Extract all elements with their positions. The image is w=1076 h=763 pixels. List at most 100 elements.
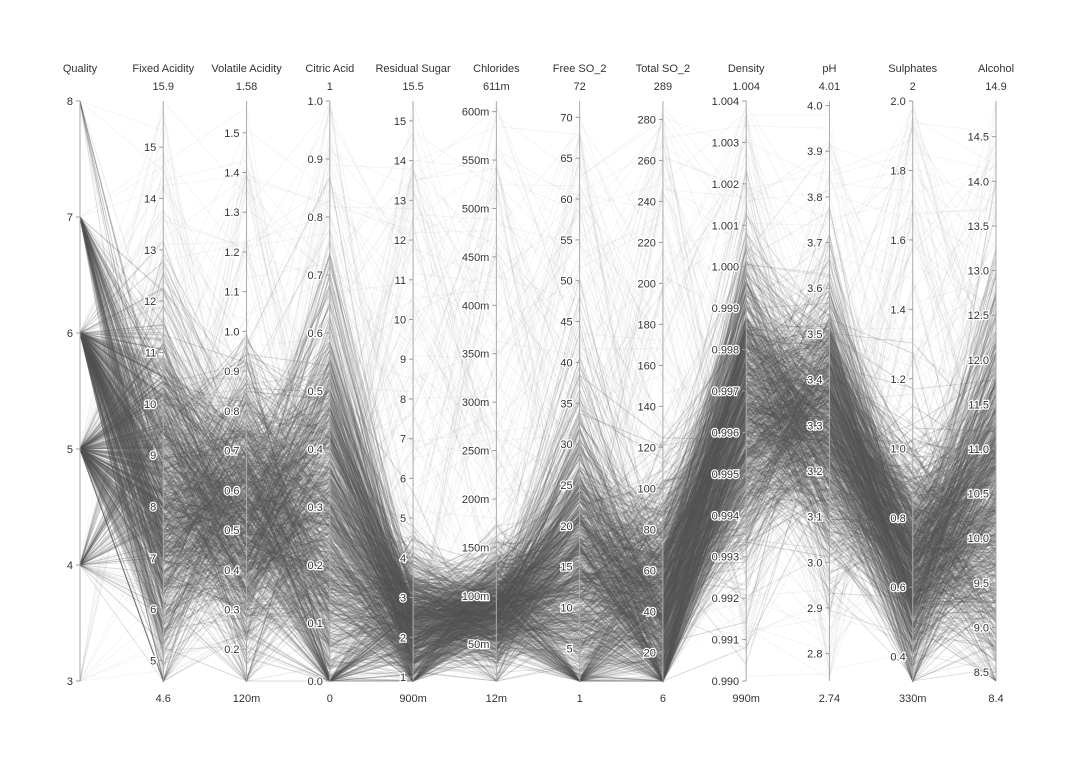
tick-label: 3 — [67, 676, 73, 688]
axis-min-label: 1 — [577, 693, 583, 705]
record-line — [79, 216, 997, 661]
record-line — [79, 239, 997, 634]
record-line — [79, 433, 997, 683]
record-line — [79, 332, 997, 619]
record-line — [79, 436, 997, 602]
tick-label: 0.992 — [712, 593, 740, 605]
record-line — [79, 332, 997, 682]
record-line — [79, 332, 997, 683]
record-line — [79, 332, 997, 651]
record-line — [79, 383, 997, 666]
record-line — [79, 274, 997, 682]
tick-label: 0.8 — [890, 513, 905, 525]
record-line — [79, 309, 997, 637]
tick-label: 50m — [468, 639, 489, 651]
record-line — [79, 216, 997, 638]
record-line — [79, 279, 997, 682]
record-line — [79, 157, 997, 675]
record-line — [79, 186, 997, 643]
record-line — [79, 298, 997, 674]
record-line — [79, 216, 997, 635]
record-line — [79, 209, 997, 656]
tick-label: 13.5 — [968, 221, 989, 233]
record-line — [79, 401, 997, 682]
record-line — [79, 351, 997, 635]
record-line — [79, 202, 997, 677]
record-line — [79, 330, 997, 682]
record-line — [79, 328, 997, 679]
record-line — [79, 216, 997, 646]
record-line — [79, 358, 997, 683]
record-line — [79, 332, 997, 673]
tick-label: 10 — [144, 399, 156, 411]
record-line — [79, 288, 997, 598]
axis-min-label: 330m — [899, 693, 927, 705]
tick-label: 60 — [644, 565, 656, 577]
record-line — [79, 292, 997, 641]
record-line — [79, 377, 997, 672]
record-line — [79, 334, 997, 672]
tick-label: 220 — [638, 237, 656, 249]
record-line — [79, 332, 997, 636]
record-line — [79, 284, 997, 682]
record-line — [79, 332, 997, 682]
tick-label: 0.994 — [712, 510, 740, 522]
record-line — [79, 315, 997, 614]
record-line — [79, 389, 997, 663]
record-line — [79, 332, 997, 682]
record-line — [79, 216, 997, 670]
record-line — [79, 216, 997, 616]
record-line — [79, 272, 997, 682]
tick-label: 0.5 — [224, 525, 239, 537]
record-line — [79, 216, 997, 682]
record-line — [79, 273, 997, 626]
record-line — [79, 332, 997, 634]
record-line — [79, 166, 997, 671]
record-line — [79, 332, 997, 682]
record-line — [79, 330, 997, 682]
record-line — [79, 281, 997, 656]
tick-label: 14 — [144, 194, 156, 206]
record-line — [79, 241, 997, 639]
record-line — [79, 304, 997, 683]
tick-label: 55 — [560, 235, 572, 247]
record-line — [79, 117, 997, 670]
record-line — [79, 216, 997, 635]
tick-label: 550m — [462, 155, 490, 167]
record-line — [79, 287, 997, 654]
record-line — [79, 216, 997, 638]
axis-max-label: 4.01 — [819, 81, 840, 93]
record-line — [79, 320, 997, 612]
record-line — [79, 161, 997, 639]
record-line — [79, 216, 997, 666]
tick-label: 4 — [400, 553, 406, 565]
tick-label: 0.0 — [308, 676, 323, 688]
record-line — [79, 216, 997, 650]
record-line — [79, 317, 997, 682]
record-line — [79, 364, 997, 683]
record-line — [79, 261, 997, 670]
record-line — [79, 216, 997, 665]
tick-label: 10.5 — [968, 489, 989, 501]
record-line — [79, 385, 997, 682]
record-line — [79, 423, 997, 683]
record-line — [79, 332, 997, 683]
record-line — [79, 289, 997, 663]
record-line — [79, 332, 997, 682]
record-line — [79, 332, 997, 682]
record-line — [79, 100, 997, 573]
tick-label: 1.6 — [890, 235, 905, 247]
record-line — [79, 332, 997, 648]
record-line — [79, 235, 997, 650]
record-line — [79, 332, 997, 669]
record-line — [79, 100, 997, 625]
record-line — [79, 216, 997, 639]
record-line — [79, 367, 997, 640]
record-line — [79, 133, 997, 640]
record-line — [79, 343, 997, 646]
axis-min-label: 900m — [399, 693, 427, 705]
record-line — [79, 385, 997, 642]
record-line — [79, 305, 997, 664]
record-line — [79, 101, 997, 678]
record-line — [79, 374, 997, 682]
